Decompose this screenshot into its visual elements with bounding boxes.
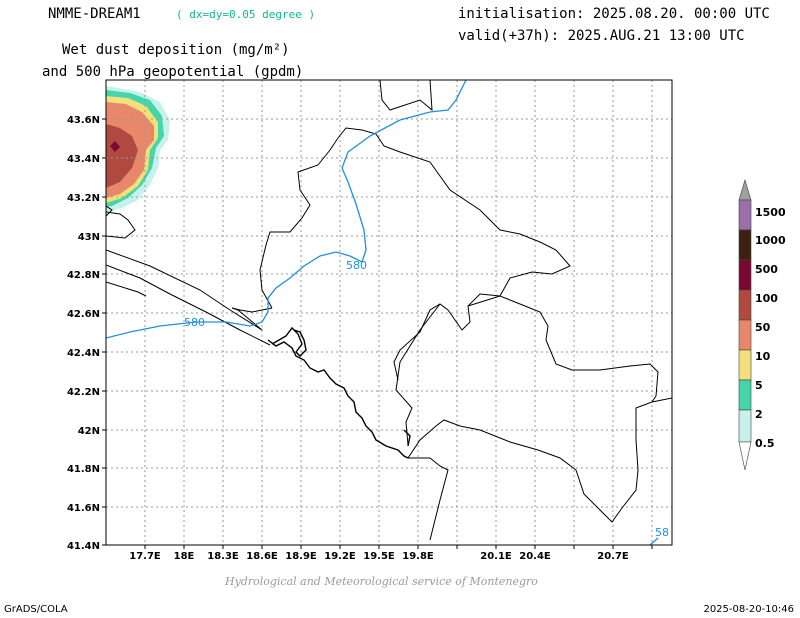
colorbar-swatch: [738, 199, 752, 231]
lat-label: 43N: [78, 232, 100, 243]
colorbar-swatch: [738, 259, 752, 291]
contour-labels: 580 580 58: [184, 259, 669, 539]
contour-label: 580: [184, 316, 205, 329]
agency-credit: Hydrological and Meteorological service …: [225, 575, 538, 588]
colorbar-label: 1500: [755, 206, 786, 219]
lat-label: 41.6N: [67, 503, 100, 514]
lon-label: 20.7E: [597, 551, 629, 562]
coastline: [267, 326, 411, 459]
colorbar: [738, 178, 752, 471]
lon-label: 17.7E: [129, 551, 161, 562]
country-borders: [106, 80, 672, 541]
colorbar-swatch: [738, 289, 752, 321]
lat-label: 43.4N: [67, 154, 100, 165]
lat-label: 41.8N: [67, 464, 100, 475]
colorbar-label: 1000: [755, 234, 786, 247]
lon-label: 19.2E: [324, 551, 356, 562]
lat-label: 42.8N: [67, 270, 100, 281]
lat-label: 41.4N: [67, 541, 100, 552]
valid-time: valid(+37h): 2025.AUG.21 13:00 UTC: [458, 28, 745, 44]
colorbar-swatch: [738, 319, 752, 351]
lon-label: 18.6E: [246, 551, 278, 562]
lon-label: 18.9E: [285, 551, 317, 562]
variable-title-line1: Wet dust deposition (mg/m²): [62, 42, 290, 58]
lon-label: 18.3E: [207, 551, 239, 562]
colorbar-label: 100: [755, 292, 778, 305]
generation-timestamp: 2025-08-20-10:46: [703, 604, 794, 615]
colorbar-label: 50: [755, 321, 771, 334]
lat-label: 43.2N: [67, 193, 100, 204]
colorbar-label: 500: [755, 263, 778, 276]
lon-label: 18E: [174, 551, 195, 562]
model-name: NMME-DREAM1: [48, 6, 141, 22]
geopotential-contours: [106, 80, 659, 545]
lon-label: 20.1E: [480, 551, 512, 562]
lat-label: 42.6N: [67, 309, 100, 320]
lon-label: 20.4E: [519, 551, 551, 562]
resolution-note: ( dx=dy=0.05 degree ): [176, 8, 316, 21]
colorbar-label: 2: [755, 408, 763, 421]
lat-lon-grid: [106, 80, 672, 545]
colorbar-swatch: [738, 409, 752, 443]
colorbar-top-arrow: [738, 178, 752, 201]
lon-label: 19.5E: [363, 551, 395, 562]
lat-label: 42.4N: [67, 348, 100, 359]
lon-label: 19.8E: [402, 551, 434, 562]
lat-label: 43.6N: [67, 115, 100, 126]
initialisation-time: initialisation: 2025.08.20. 00:00 UTC: [458, 6, 770, 22]
longitude-labels: 17.7E 18E 18.3E 18.6E 18.9E 19.2E 19.5E …: [129, 551, 629, 562]
colorbar-swatch: [738, 349, 752, 381]
colorbar-label: 10: [755, 350, 771, 363]
colorbar-swatch: [738, 379, 752, 411]
variable-title-line2: and 500 hPa geopotential (gpdm): [42, 64, 304, 80]
dust-deposition-field: [106, 86, 170, 212]
colorbar-swatch: [738, 229, 752, 261]
colorbar-label: 5: [755, 379, 763, 392]
latitude-labels: 43.6N 43.4N 43.2N 43N 42.8N 42.6N 42.4N …: [67, 115, 100, 552]
lat-label: 42.2N: [67, 387, 100, 398]
colorbar-labels: 1500 1000 500 100 50 10 5 2 0.5: [755, 206, 786, 450]
colorbar-label: 0.5: [755, 437, 775, 450]
colorbar-bottom-arrow: [738, 441, 752, 471]
contour-label: 58: [655, 526, 669, 539]
axis-ticks: [102, 118, 653, 549]
contour-label: 580: [346, 259, 367, 272]
lat-label: 42N: [78, 426, 100, 437]
software-credit: GrADS/COLA: [4, 604, 68, 615]
